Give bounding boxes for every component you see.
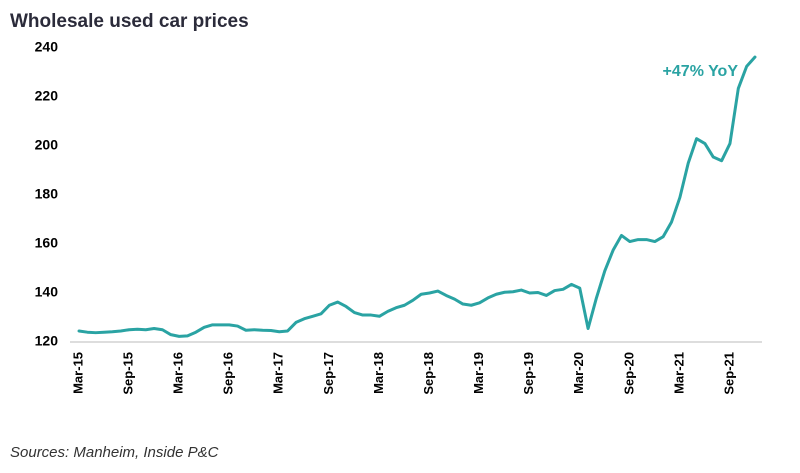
x-tick-label: Mar-20 [571,352,586,394]
y-tick-label: 220 [35,88,59,104]
x-tick-label: Sep-19 [521,352,536,395]
y-tick-label: 180 [35,186,59,202]
x-tick-label: Mar-16 [171,352,186,394]
y-tick-label: 120 [35,333,59,349]
x-tick-label: Sep-18 [421,352,436,395]
x-tick-label: Mar-19 [471,352,486,394]
source-note: Sources: Manheim, Inside P&C [10,444,219,461]
x-tick-label: Sep-16 [221,352,236,395]
x-tick-label: Mar-21 [671,352,686,394]
x-tick-label: Sep-17 [321,352,336,395]
y-tick-label: 140 [35,284,59,300]
x-tick-label: Mar-18 [371,352,386,394]
x-tick-label: Mar-15 [70,352,85,394]
y-tick-label: 240 [35,39,59,55]
x-tick-label: Sep-20 [621,352,636,395]
x-tick-label: Mar-17 [271,352,286,394]
data-line [77,55,757,338]
x-tick-label: Sep-21 [721,352,736,395]
y-tick-label: 160 [35,235,59,251]
x-tick-label: Sep-15 [121,352,136,395]
chart-title: Wholesale used car prices [10,11,249,32]
annotation: +47% YoY [663,63,739,80]
y-tick-label: 200 [35,137,59,153]
